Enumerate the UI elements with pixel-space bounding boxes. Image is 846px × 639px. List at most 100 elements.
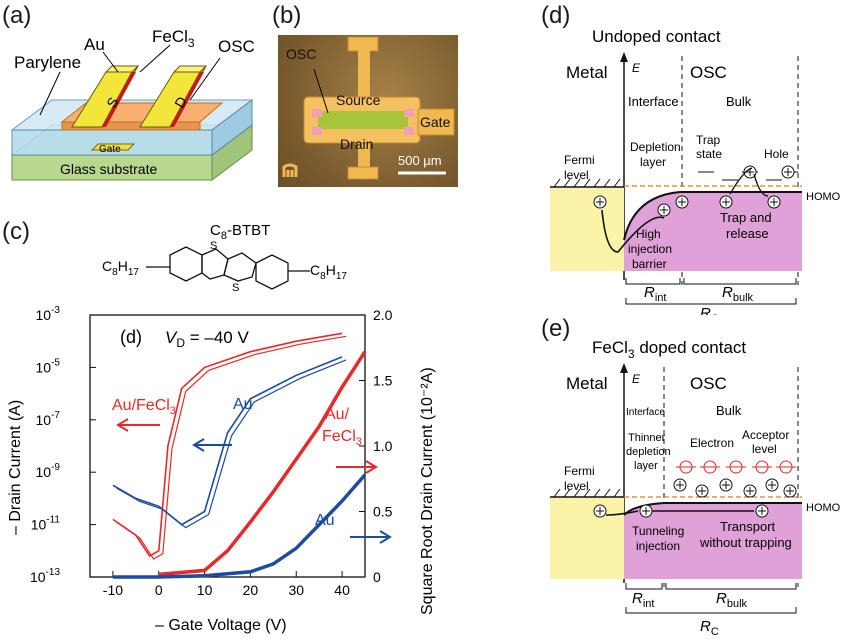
doped-rint: Rint (632, 590, 654, 610)
x-tick-label: 20 (243, 582, 259, 598)
label-au-fecl3-left: Au/FeCl3 (112, 397, 176, 417)
doped-transport-2: without trapping (699, 535, 792, 550)
y-left-tick-label: 10-7 (36, 410, 61, 428)
arrow-blue-right (350, 530, 392, 544)
undoped-rint: Rint (644, 284, 666, 304)
undoped-trap-1: Trap (696, 133, 721, 147)
label-au: Au (84, 35, 105, 54)
x-tick-label: 30 (288, 582, 304, 598)
undoped-high-1: High (636, 227, 661, 241)
y-left-tick-label: 10-5 (36, 357, 61, 375)
x-tick-label: 0 (155, 582, 163, 598)
doped-fermi-1: Fermi (564, 464, 595, 478)
transfer-chart: -10 0 10 20 30 40 10-310-510-710-910-1110-13 … (7, 305, 436, 634)
undoped-osc: OSC (690, 63, 727, 82)
y-right-tick-label: 1.0 (373, 438, 393, 454)
series-transfer-Au/FeCl3 (112, 332, 343, 558)
y-left-tick-label: 10-3 (36, 305, 61, 323)
undoped-tr-2: release (726, 226, 769, 241)
series-transfer-reverse-Au (116, 359, 347, 529)
doped-homo: HOMO (806, 502, 841, 514)
undoped-metal: Metal (566, 63, 608, 82)
undoped-bulk: Bulk (726, 94, 752, 109)
undoped-title: Undoped contact (592, 27, 721, 46)
undoped-trap-2: state (696, 147, 722, 161)
micrograph-overlay: OSC Source Drain Gate 500 µm (282, 36, 455, 180)
y-left-tick-label: 10-13 (30, 567, 60, 585)
undoped-high-2: injection (628, 242, 672, 256)
undoped-fermi-2: level (564, 168, 589, 182)
label-gate: Gate (99, 144, 121, 155)
arrow-red-right (336, 460, 378, 474)
series-transfer-reverse-Au/FeCl3 (116, 335, 347, 560)
doped-thin-3: layer (634, 460, 658, 472)
y-left-tick-label: 10-11 (31, 515, 61, 533)
panel-label-e: (e) (541, 315, 571, 342)
left-alkyl: C8H17 (102, 258, 139, 278)
x-axis-label: – Gate Voltage (V) (155, 617, 287, 634)
doped-rc: RC (700, 618, 719, 638)
doped-electron: Electron (690, 436, 734, 450)
micro-osc: OSC (286, 46, 316, 62)
undoped-depletion-1: Depletion (630, 140, 681, 154)
right-alkyl: C8H17 (310, 262, 347, 282)
doped-thin-1: Thinner (628, 432, 666, 444)
undoped-rc: RC (700, 305, 719, 315)
y-right-tick-label: 2.0 (373, 307, 393, 323)
arrow-blue-left (192, 438, 232, 452)
micro-source: Source (336, 92, 381, 108)
y-axis-label-right: Square Root Drain Current (10⁻²A) (419, 367, 436, 615)
doped-title: FeCl3 doped contact (592, 338, 746, 361)
label-au-fecl3-right-1: Au/ (325, 406, 350, 423)
series-sqrt-Au (112, 473, 367, 579)
undoped-rbulk: Rbulk (722, 284, 754, 304)
panel-label-c: (c) (2, 218, 30, 245)
doped-acceptor-2: level (752, 442, 777, 456)
doped-metal: Metal (566, 374, 608, 393)
y-right-tick-label: 1.5 (373, 373, 393, 389)
band-diagram-doped: FeCl3 doped contact Metal OSC E Interfac… (550, 338, 841, 638)
y-right-tick-label: 0.5 (373, 504, 393, 520)
y-right-tick-label: 0 (373, 569, 381, 585)
molecule-structure: C8-BTBT S S C8H17 C8H17 (102, 222, 347, 294)
series-transfer-Au (112, 356, 343, 526)
series-sqrt-Au/FeCl3 (158, 350, 367, 577)
label-au-fecl3-right-2: FeCl3 (322, 428, 362, 448)
doped-e: E (632, 372, 641, 386)
doped-transport-1: Transport (720, 519, 776, 534)
micro-scale: 500 µm (398, 153, 442, 168)
label-parylene: Parylene (14, 53, 81, 72)
doped-thin-2: depletion (626, 446, 671, 458)
label-au-left: Au (233, 396, 253, 413)
doped-fermi-2: level (564, 479, 589, 493)
band-diagram-undoped: Undoped contact Metal OSC E Interface Bu… (550, 27, 841, 315)
molecule-title: C8-BTBT (210, 222, 270, 242)
x-tick-label: -10 (103, 582, 123, 598)
chart-panel-label: (d) (120, 327, 142, 347)
undoped-tr-1: Trap and (720, 210, 772, 225)
undoped-hole: Hole (764, 147, 789, 161)
panel-label-b: (b) (272, 2, 302, 29)
vd-annotation: VD = –40 V (165, 328, 249, 350)
undoped-e: E (632, 61, 641, 75)
sulfur-top: S (210, 240, 217, 252)
doped-acceptor-1: Acceptor (742, 428, 789, 442)
label-au-right: Au (315, 512, 335, 529)
sulfur-bottom: S (232, 282, 239, 294)
micro-drain: Drain (340, 136, 373, 152)
label-substrate: Glass substrate (60, 161, 157, 177)
label-fecl3: FeCl3 (152, 27, 195, 50)
doped-tunnel-2: injection (636, 539, 680, 553)
x-tick-label: 40 (334, 582, 350, 598)
device-schematic: Au FeCl3 OSC Parylene S D Gate Glass sub… (10, 27, 255, 181)
undoped-high-3: barrier (632, 257, 667, 271)
x-tick-label: 10 (197, 582, 213, 598)
y-axis-label-left: – Drain Current (A) (7, 400, 24, 535)
undoped-interface: Interface (628, 94, 679, 109)
arrow-red-left (116, 418, 160, 432)
doped-osc: OSC (690, 374, 727, 393)
doped-rbulk: Rbulk (716, 590, 748, 610)
panel-label-d: (d) (541, 2, 571, 29)
undoped-fermi-1: Fermi (564, 153, 595, 167)
y-left-tick-label: 10-9 (36, 462, 61, 480)
